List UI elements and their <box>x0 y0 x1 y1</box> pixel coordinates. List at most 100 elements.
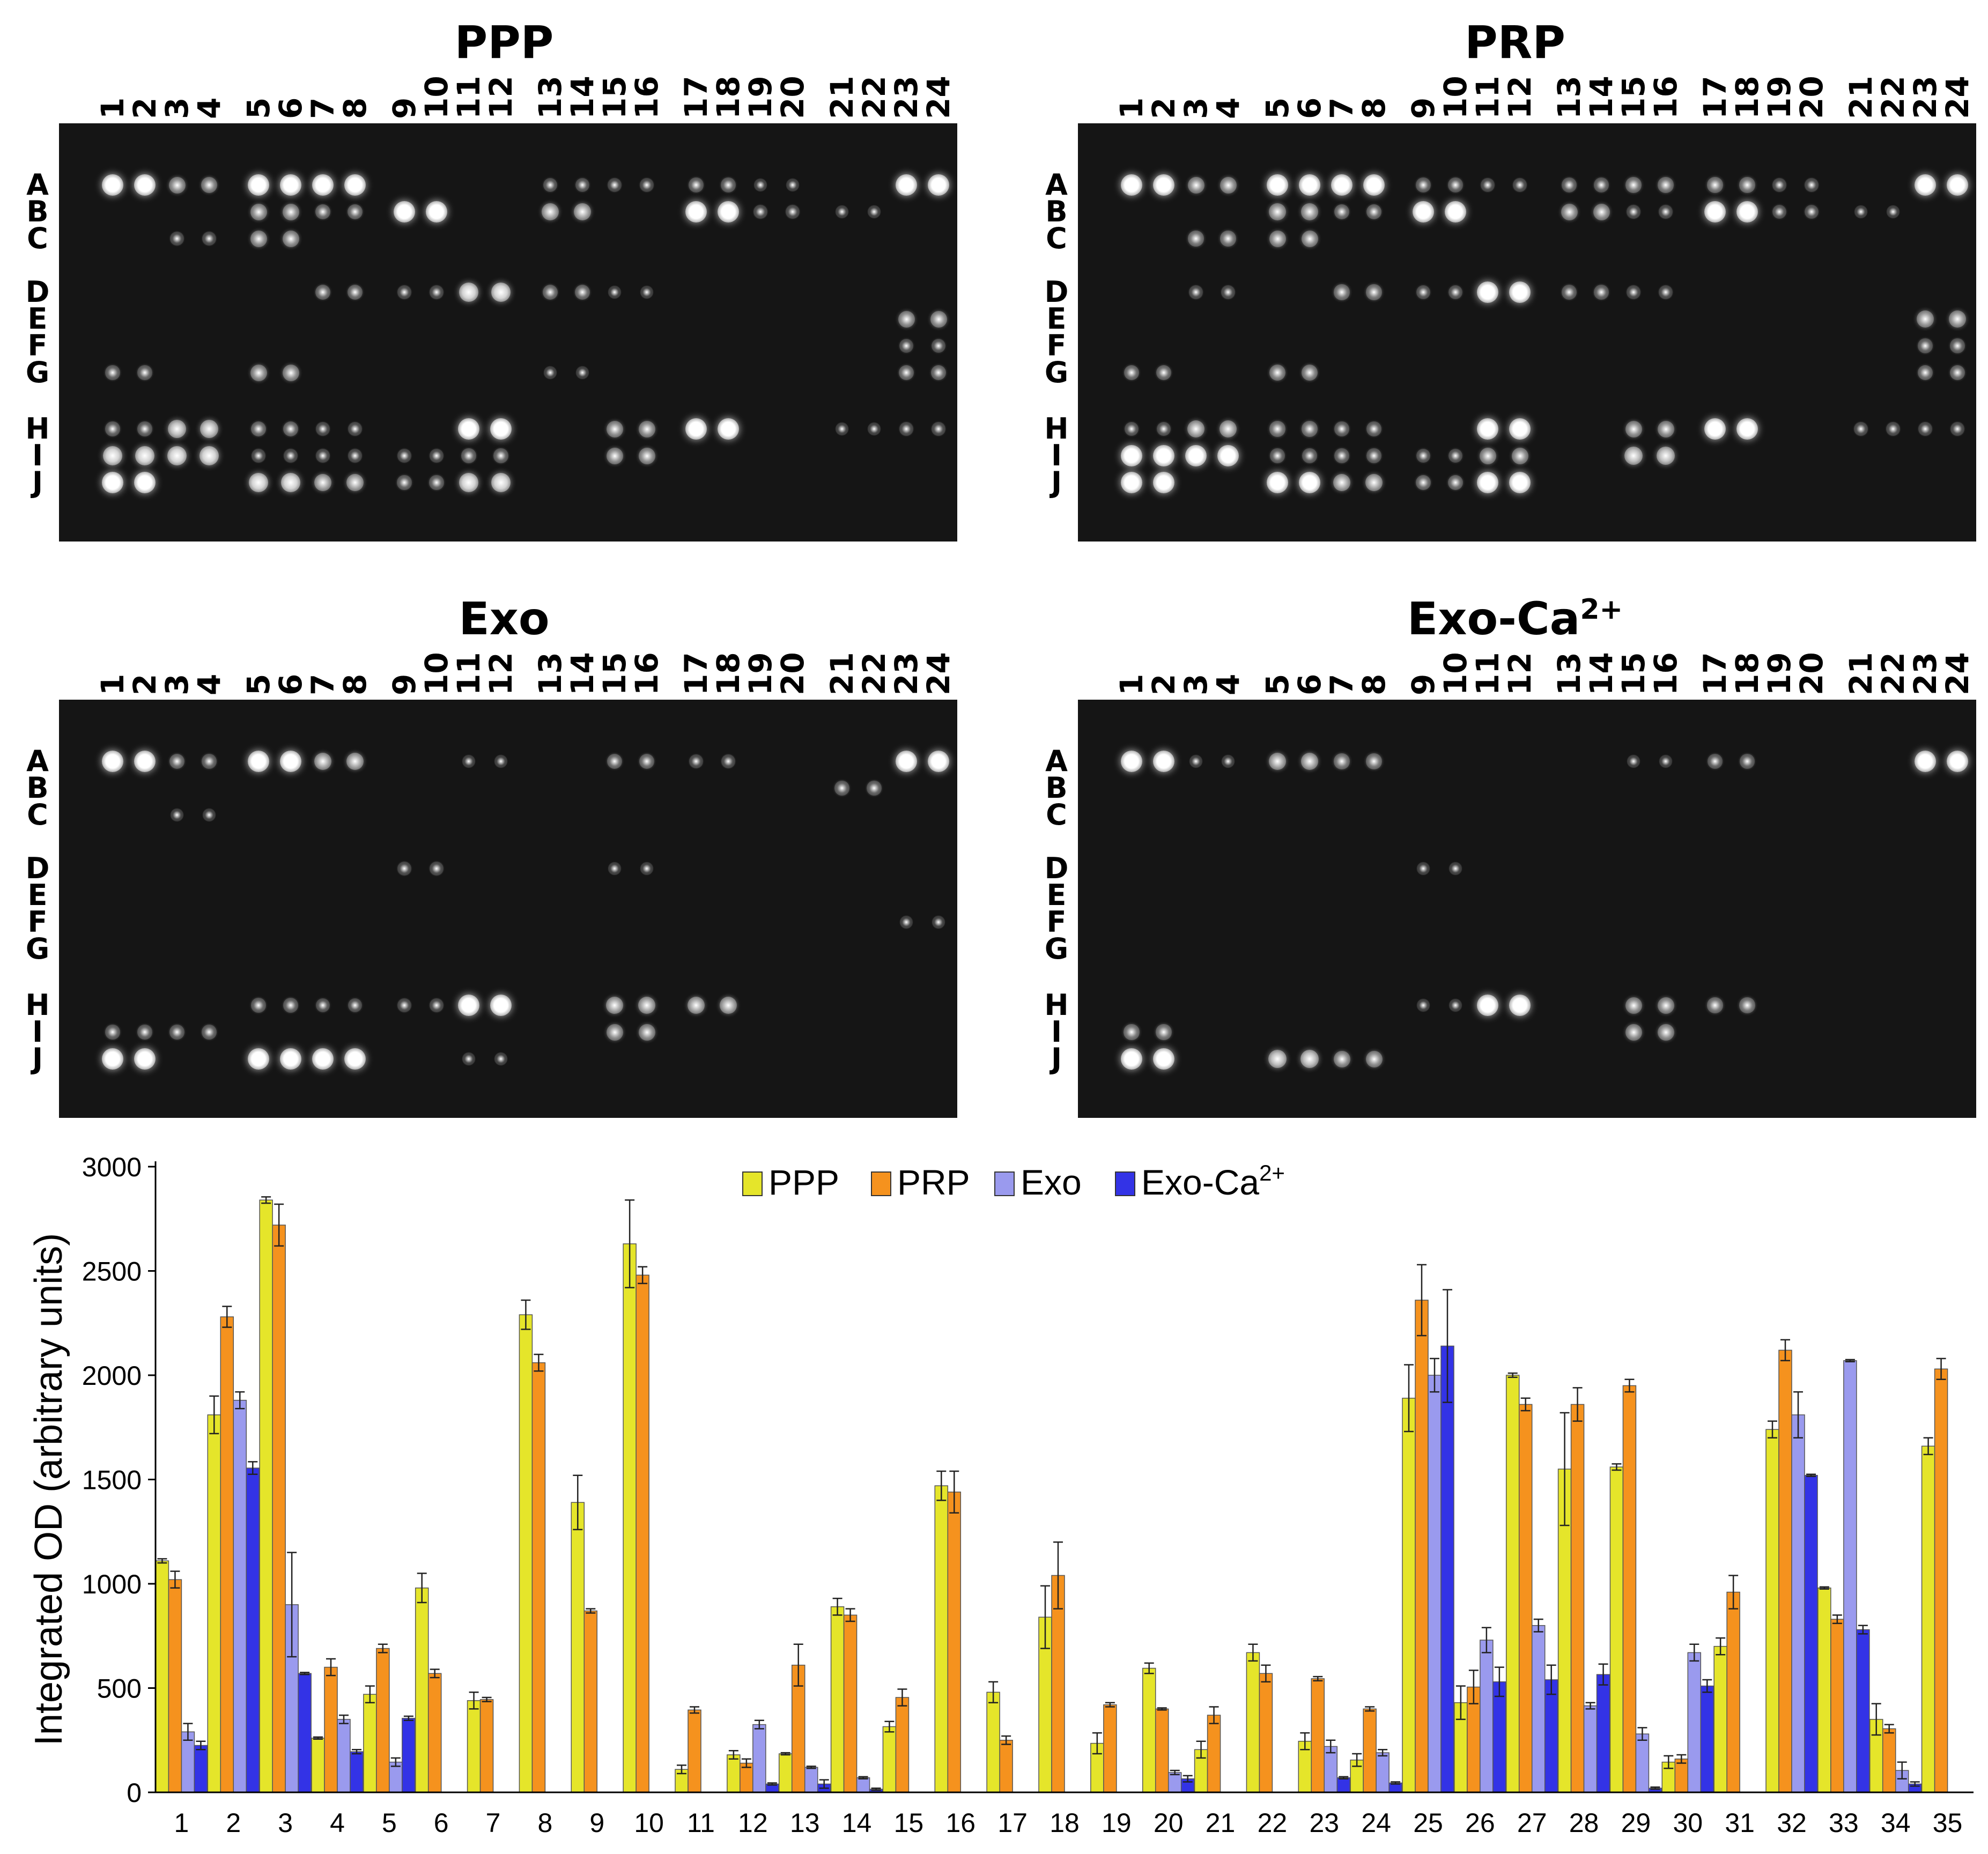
blot-spot <box>1334 204 1350 220</box>
blot-spot <box>397 285 411 299</box>
row-label: J <box>1051 465 1062 499</box>
blot-spot <box>430 998 444 1012</box>
blot-spot <box>1917 365 1933 381</box>
blot-spot <box>1513 178 1527 192</box>
blot-spot <box>1363 174 1385 196</box>
bar <box>688 1709 701 1793</box>
blot-spot <box>867 205 881 219</box>
blot-spot <box>1185 445 1207 466</box>
bar <box>986 1692 1000 1793</box>
row-label: A <box>1045 168 1068 202</box>
blot-spot <box>1625 997 1642 1014</box>
blot-spot <box>1416 998 1430 1012</box>
blot-spot <box>490 418 512 440</box>
row-label: E <box>27 878 48 912</box>
blot-spot <box>721 754 735 768</box>
blot-spot <box>719 996 737 1014</box>
bar <box>1142 1667 1156 1793</box>
bar <box>583 1610 598 1793</box>
blot-spot <box>102 1048 123 1070</box>
bar <box>324 1666 338 1793</box>
row-label: D <box>25 275 50 309</box>
blot-spot <box>462 1052 476 1066</box>
blot-spot <box>397 862 411 876</box>
blot-spot <box>1707 997 1723 1013</box>
blot-spot <box>280 472 301 493</box>
row-label: H <box>1044 412 1069 446</box>
blot-spot <box>1509 472 1531 493</box>
column-label: 4 <box>1210 673 1246 695</box>
bar <box>999 1740 1013 1793</box>
blot-spot <box>1189 285 1203 299</box>
column-label: 23 <box>1907 652 1943 695</box>
blot-spot <box>899 338 914 353</box>
blot-spot <box>1625 1024 1642 1041</box>
bar <box>1415 1300 1429 1793</box>
blot-spot <box>689 177 704 192</box>
blot-spot <box>167 419 187 439</box>
blot-spot <box>1124 1024 1140 1040</box>
bar <box>1531 1625 1546 1793</box>
blot-spot <box>137 365 152 380</box>
x-tick-label: 30 <box>1673 1808 1703 1838</box>
blot-spot <box>170 808 184 822</box>
bar <box>856 1777 870 1793</box>
blot-spot <box>1739 997 1755 1013</box>
blot-spot <box>689 754 703 768</box>
blot-spot <box>1594 285 1609 300</box>
blot-spot <box>426 201 447 223</box>
blot-spot <box>1627 754 1640 768</box>
blot-spot <box>1704 201 1726 223</box>
bar <box>1622 1385 1637 1793</box>
column-label: 5 <box>1259 673 1296 695</box>
blot-spot <box>1302 448 1317 463</box>
x-tick-label: 8 <box>538 1808 553 1838</box>
row-label: C <box>27 221 48 255</box>
row-label: E <box>1046 878 1067 912</box>
blot-panel-ppp: PPP 1 2 3 4 5 6 7 8 9 10 11 12 13 14 15 16 17 18 19 20 21 22 2… <box>0 0 992 547</box>
blot-spot <box>248 174 269 196</box>
x-tick-label: 20 <box>1154 1808 1184 1838</box>
blot-spot <box>606 1024 623 1041</box>
blot-spot <box>1918 338 1933 353</box>
blot-spot <box>348 998 363 1013</box>
blot-spot <box>638 420 655 437</box>
blot-spot <box>753 205 767 219</box>
blot-spot <box>1704 418 1726 440</box>
blot-spot <box>1366 753 1382 769</box>
blot-spot <box>347 284 363 300</box>
bar <box>1402 1398 1416 1793</box>
blot-spot <box>316 422 330 436</box>
blot-spot <box>102 174 123 196</box>
blot-spot <box>134 1048 156 1070</box>
row-label: F <box>1046 329 1067 362</box>
blot-spot <box>1153 174 1174 196</box>
blot-spot <box>1593 203 1610 220</box>
x-tick-label: 32 <box>1777 1808 1807 1838</box>
blot-spot <box>490 995 512 1016</box>
panel-title-ppp: PPP <box>454 16 554 69</box>
blot-spot <box>899 915 913 929</box>
blot-spot <box>344 174 366 196</box>
blot-spot <box>1333 473 1351 492</box>
blot-spot <box>1509 995 1531 1016</box>
x-tick-label: 18 <box>1050 1808 1080 1838</box>
bar <box>298 1673 312 1793</box>
blot-spot <box>899 422 913 436</box>
blot-spot <box>397 449 411 463</box>
blot-spot <box>896 174 917 196</box>
blot-spot <box>574 284 590 300</box>
bar <box>1791 1414 1805 1793</box>
blot-spot <box>1156 1024 1172 1040</box>
bar <box>1700 1685 1714 1793</box>
blot-spot <box>1805 178 1819 192</box>
bar <box>1207 1715 1221 1793</box>
blot-spot <box>1220 231 1236 247</box>
blot-spot <box>1657 997 1674 1014</box>
blot-panel-exo-ca: Exo-Ca2+ 1 2 3 4 5 6 7 8 9 10 11 12 13 14 15 16 17 18 19 20… <box>1044 592 1976 1118</box>
blot-spot <box>1187 176 1204 194</box>
blot-spot <box>199 419 219 439</box>
blot-spot <box>248 472 269 493</box>
bar <box>350 1751 364 1793</box>
blot-spot <box>282 364 299 381</box>
